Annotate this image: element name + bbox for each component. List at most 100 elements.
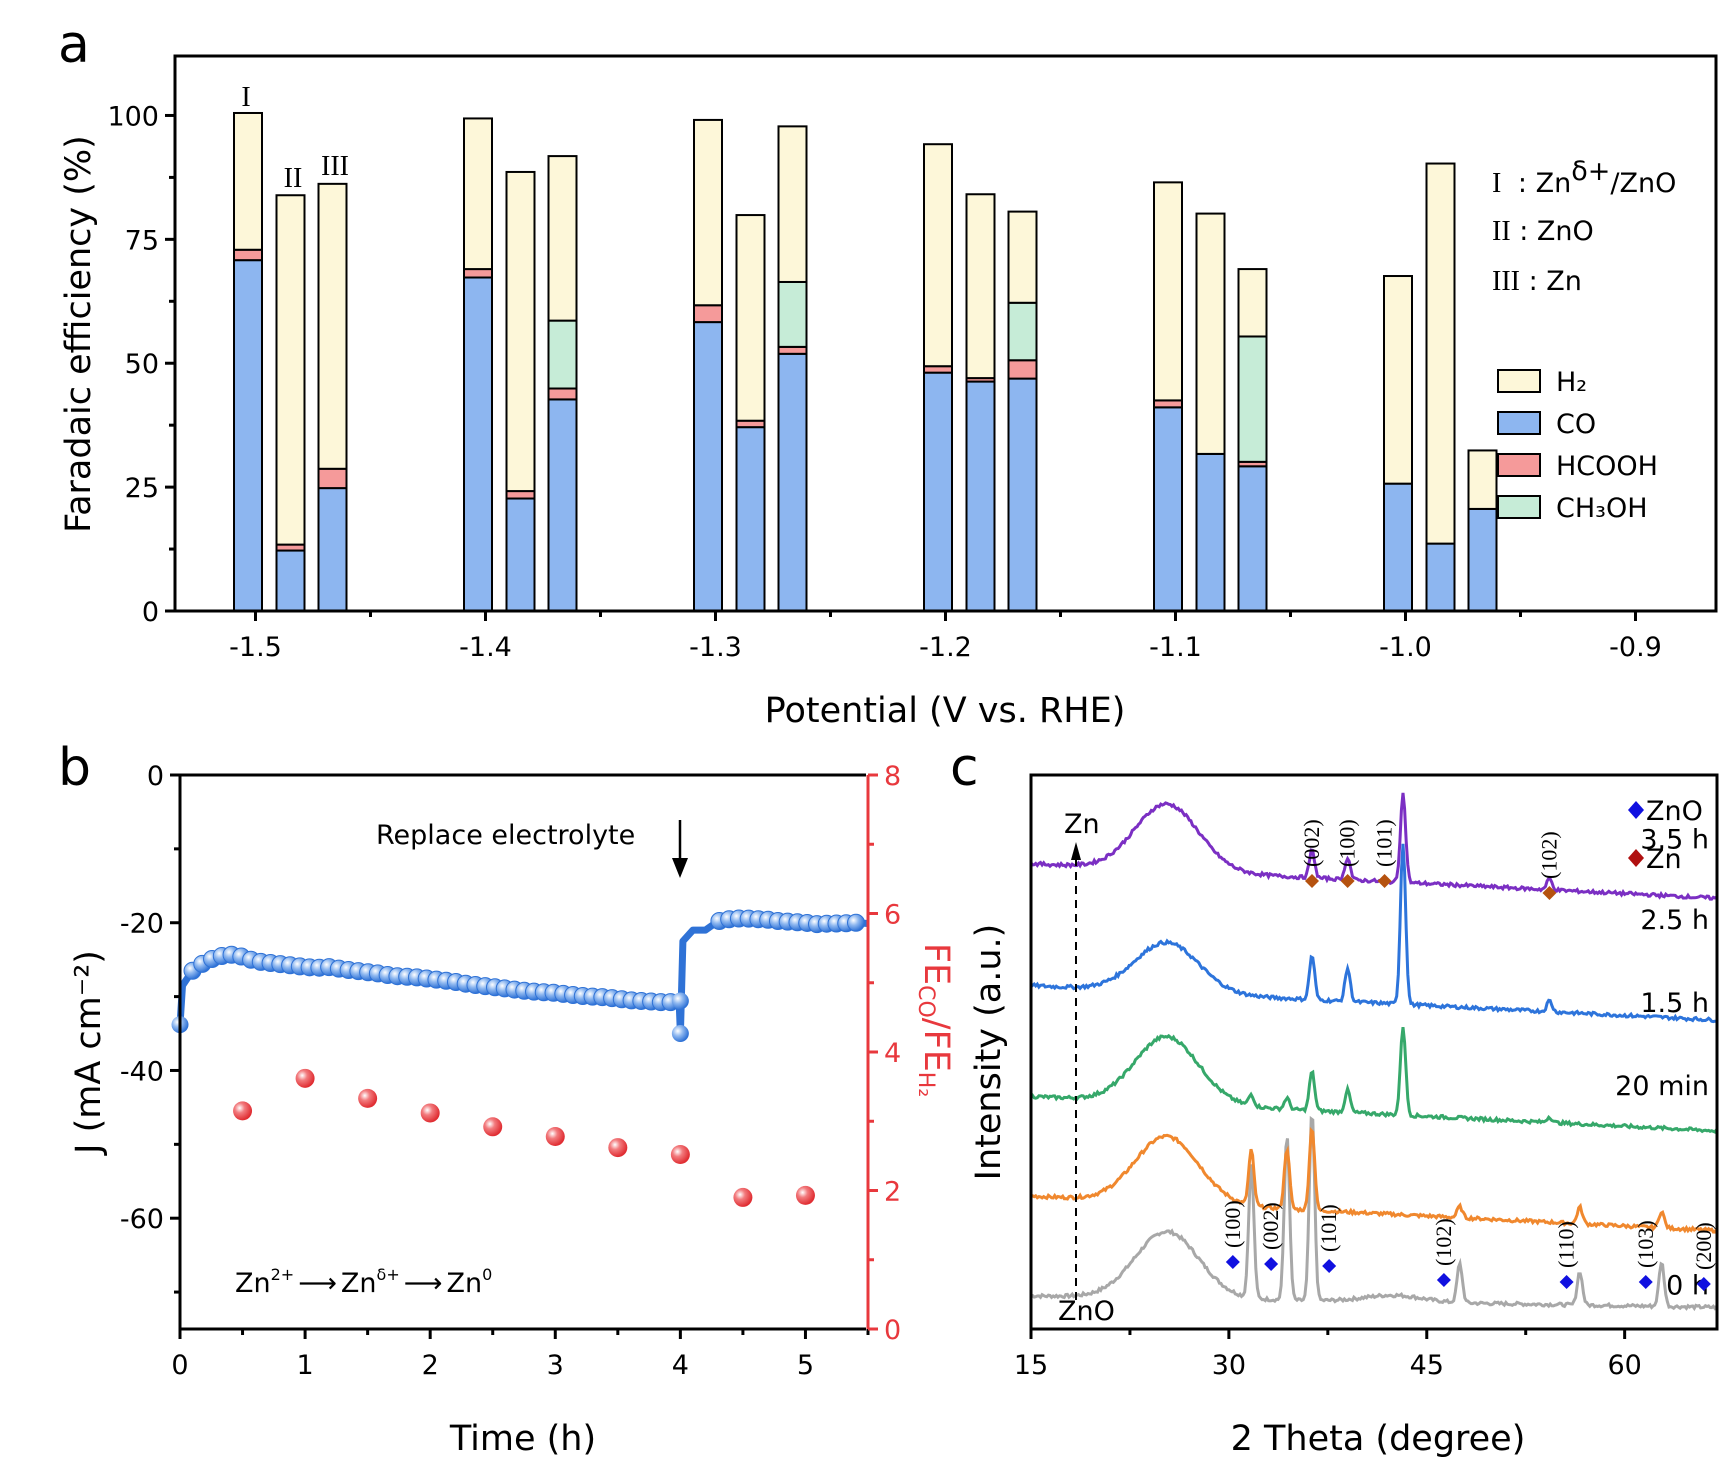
bar-segment-co — [463, 276, 493, 612]
fe-ratio-point — [795, 1185, 815, 1205]
bar-segment-co — [693, 321, 723, 612]
bar-segment-h2 — [693, 118, 723, 307]
bar-segment-h2 — [317, 182, 348, 470]
fe-ratio-point — [295, 1068, 315, 1088]
pattern-label: 2.5 h — [1640, 905, 1709, 936]
bar-segment-ch3oh — [777, 280, 808, 348]
bar-segment-co — [1007, 377, 1038, 612]
legend-diamond-zn-icon — [1628, 849, 1644, 867]
bar-segment-co — [965, 380, 996, 612]
bar-segment-h2 — [505, 170, 536, 493]
zno-peak-marker — [1322, 1259, 1337, 1273]
bar-series-group — [233, 111, 1498, 613]
x-tick-label: -0.9 — [1609, 632, 1662, 663]
x-axis-title: Time (h) — [449, 1419, 596, 1459]
fe-ratio-point — [420, 1103, 440, 1123]
bar-segment-ch3oh — [1007, 301, 1038, 362]
x-tick-label: 1 — [296, 1350, 313, 1381]
bar-segment-h2 — [275, 194, 306, 546]
bar-segment-hcooh — [505, 490, 536, 500]
phase-arrow — [1071, 842, 1081, 1300]
legend-diamond-zno-icon — [1628, 801, 1644, 819]
panel-b-chart: 0 1 2 3 4 5 0 -20 -40 -60 0 2 4 6 8 Time (h) J (mA cm⁻… — [69, 761, 956, 1459]
legend-label-ch3oh: CH₃OH — [1556, 493, 1648, 524]
bar-segment-co — [923, 371, 953, 612]
axis-ticks: -1.5 -1.4 -1.3 -1.2 -1.1 -1.0 -0.9 0 25 50 75 100 — [107, 101, 1661, 663]
current-density-line — [176, 914, 869, 1037]
panel-a-chart: -1.5 -1.4 -1.3 -1.2 -1.1 -1.0 -0.9 0 25 50 75 100 P… — [59, 54, 1718, 731]
zno-peak-marker — [1264, 1257, 1279, 1271]
y-tick-label: 25 — [125, 473, 159, 504]
y-tick-label-left: -60 — [120, 1204, 164, 1235]
x-tick-label: -1.1 — [1149, 632, 1202, 663]
bar-segment-co — [777, 352, 808, 612]
xrd-pattern-0-h — [1030, 1115, 1718, 1312]
x-tick-label: -1.5 — [229, 632, 282, 663]
bar-segment-h2 — [233, 111, 263, 251]
y-axis-title-left: J (mA cm⁻²) — [69, 950, 109, 1156]
bar-segment-h2 — [547, 155, 578, 322]
y-tick-label: 50 — [125, 349, 159, 380]
pattern-label: 3.5 h — [1640, 825, 1709, 856]
y-tick-label: 100 — [107, 101, 159, 132]
bar-segment-h2 — [923, 143, 953, 368]
bar-segment-co — [1153, 406, 1183, 612]
zn-peak-hkl: (101) — [1372, 819, 1397, 867]
y-tick-label: 0 — [142, 597, 159, 628]
zn-peak-hkl: (002) — [1299, 819, 1324, 867]
x-tick-label: 3 — [547, 1350, 564, 1381]
bar-segment-h2 — [1467, 449, 1498, 510]
panel-label-a: a — [58, 15, 90, 75]
catalyst-legend-item: II : ZnO — [1492, 216, 1594, 247]
axis-ticks: 0 1 2 3 4 5 0 -20 -40 -60 0 2 4 6 8 — [120, 761, 901, 1381]
bar-segment-co — [1237, 465, 1268, 612]
bar-segment-co — [505, 497, 536, 613]
fe-ratio-point — [483, 1117, 503, 1137]
fe-ratio-point — [733, 1187, 753, 1207]
bar-segment-ch3oh — [547, 319, 578, 390]
zn-peak-marker — [1340, 874, 1355, 888]
plot-area — [171, 909, 869, 1207]
bar-segment-h2 — [1237, 268, 1268, 338]
legend-label-h2: H₂ — [1556, 367, 1587, 398]
legend-label-hcooh: HCOOH — [1556, 451, 1658, 482]
bar-segment-co — [275, 549, 306, 612]
bar-segment-co — [1383, 482, 1413, 612]
panel-label-b: b — [58, 738, 91, 798]
x-tick-label: 4 — [672, 1350, 689, 1381]
current-density-point — [671, 1025, 689, 1043]
bar-segment-hcooh — [693, 304, 723, 324]
fe-ratio-point — [233, 1101, 253, 1121]
bar-segment-hcooh — [317, 467, 348, 490]
zn-peak-hkl: (100) — [1335, 819, 1360, 867]
bar-label-III: III — [321, 151, 349, 182]
bar-segment-hcooh — [1153, 399, 1183, 409]
bar-segment-hcooh — [1007, 359, 1038, 380]
y-tick-label-right: 0 — [884, 1315, 901, 1346]
legend-label-co: CO — [1556, 409, 1596, 440]
current-density-point — [671, 992, 689, 1010]
bar-segment-h2 — [735, 214, 766, 422]
y-tick-label: 75 — [125, 225, 159, 256]
y-tick-label-left: -20 — [120, 909, 164, 940]
x-tick-label: 15 — [1014, 1350, 1048, 1381]
bar-segment-co — [317, 487, 348, 613]
bar-segment-h2 — [1153, 181, 1183, 402]
bar-segment-h2 — [1383, 275, 1413, 485]
catalyst-legend-item: III : Zn — [1492, 266, 1582, 297]
legend-swatch-co — [1497, 411, 1541, 435]
pattern-label: 1.5 h — [1640, 988, 1709, 1019]
legend-label-zno: ZnO — [1646, 796, 1703, 827]
bar-segment-co — [1425, 542, 1456, 612]
replace-electrolyte-annotation: Replace electrolyte — [376, 820, 635, 851]
bar-segment-h2 — [777, 125, 808, 283]
bar-segment-h2 — [1425, 162, 1456, 545]
arrow-up-icon — [1071, 842, 1081, 860]
x-tick-label: 60 — [1607, 1350, 1641, 1381]
x-tick-label: -1.0 — [1379, 632, 1432, 663]
xrd-pattern-20-min — [1031, 1126, 1718, 1234]
zno-peak-hkl: (200) — [1691, 1222, 1716, 1270]
